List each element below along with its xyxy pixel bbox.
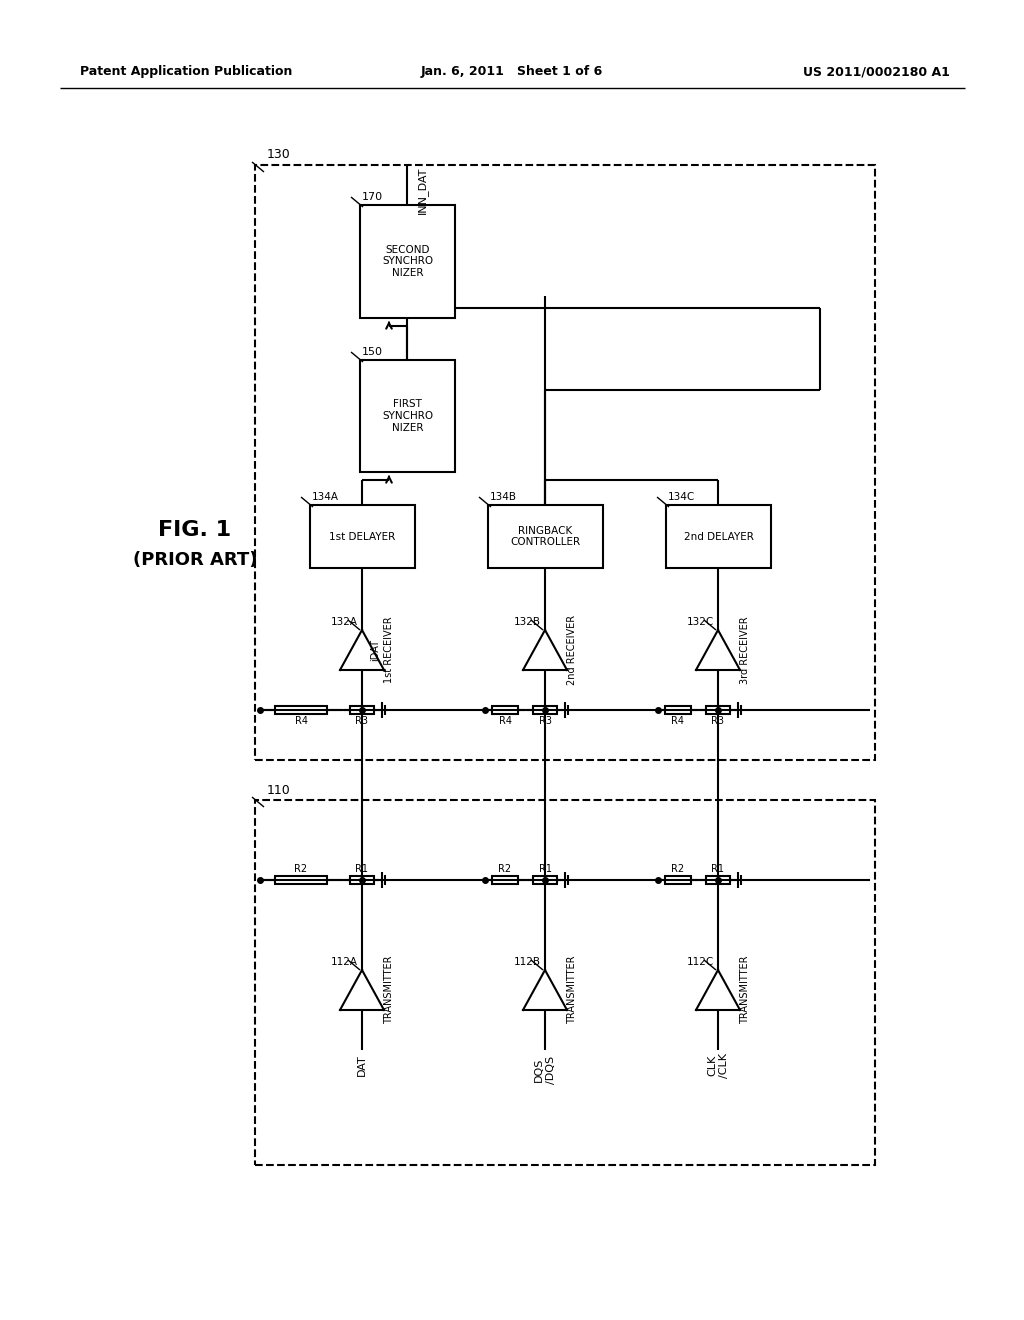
Text: 132B: 132B <box>514 616 541 627</box>
Text: R1: R1 <box>712 865 725 874</box>
Text: R2: R2 <box>295 865 307 874</box>
Text: 112C: 112C <box>687 957 714 968</box>
Text: TRANSMITTER: TRANSMITTER <box>567 956 577 1024</box>
Bar <box>666 506 771 568</box>
Text: R4: R4 <box>499 715 512 726</box>
Bar <box>310 506 415 568</box>
Bar <box>488 506 603 568</box>
Text: US 2011/0002180 A1: US 2011/0002180 A1 <box>803 66 950 78</box>
Bar <box>350 876 374 884</box>
Text: 1st RECEIVER: 1st RECEIVER <box>384 616 394 684</box>
Text: 134A: 134A <box>312 492 339 502</box>
Text: R1: R1 <box>539 865 552 874</box>
Bar <box>534 876 556 884</box>
Text: 130: 130 <box>267 149 291 161</box>
Text: SECOND
SYNCHRO
NIZER: SECOND SYNCHRO NIZER <box>382 246 433 279</box>
Text: R3: R3 <box>355 715 369 726</box>
Text: Jan. 6, 2011   Sheet 1 of 6: Jan. 6, 2011 Sheet 1 of 6 <box>421 66 603 78</box>
Bar <box>274 876 328 884</box>
Text: 132C: 132C <box>687 616 714 627</box>
Bar <box>255 165 874 760</box>
Bar <box>666 876 691 884</box>
Text: 150: 150 <box>362 347 383 356</box>
Text: FIRST
SYNCHRO
NIZER: FIRST SYNCHRO NIZER <box>382 400 433 433</box>
Text: R4: R4 <box>295 715 307 726</box>
Text: Patent Application Publication: Patent Application Publication <box>80 66 293 78</box>
Text: TRANSMITTER: TRANSMITTER <box>384 956 394 1024</box>
Text: 134C: 134C <box>668 492 695 502</box>
Text: INN_DAT: INN_DAT <box>417 166 428 214</box>
Text: TRANSMITTER: TRANSMITTER <box>740 956 750 1024</box>
Text: 110: 110 <box>267 784 291 796</box>
Text: 1st DELAYER: 1st DELAYER <box>330 532 395 541</box>
Text: R3: R3 <box>539 715 552 726</box>
Bar <box>534 706 556 714</box>
Text: R3: R3 <box>712 715 725 726</box>
Text: 112B: 112B <box>514 957 541 968</box>
Bar <box>360 205 455 318</box>
Text: CLK
/CLK: CLK /CLK <box>708 1052 729 1077</box>
Bar <box>666 706 691 714</box>
Text: 2nd DELAYER: 2nd DELAYER <box>684 532 754 541</box>
Text: RINGBACK
CONTROLLER: RINGBACK CONTROLLER <box>510 525 581 548</box>
Bar <box>493 706 518 714</box>
Text: 132A: 132A <box>331 616 358 627</box>
Bar <box>255 800 874 1166</box>
Text: R2: R2 <box>499 865 512 874</box>
Text: 112A: 112A <box>331 957 358 968</box>
Bar <box>350 706 374 714</box>
Text: DQS
/DQS: DQS /DQS <box>535 1056 556 1084</box>
Bar <box>360 360 455 473</box>
Bar <box>707 706 729 714</box>
Text: R1: R1 <box>355 865 369 874</box>
Text: (PRIOR ART): (PRIOR ART) <box>133 550 257 569</box>
Bar <box>274 706 328 714</box>
Bar <box>707 876 729 884</box>
Text: 2nd RECEIVER: 2nd RECEIVER <box>567 615 577 685</box>
Text: iDAT: iDAT <box>370 639 380 661</box>
Text: DAT: DAT <box>357 1055 367 1076</box>
Text: R4: R4 <box>672 715 684 726</box>
Bar <box>493 876 518 884</box>
Text: 170: 170 <box>362 191 383 202</box>
Text: FIG. 1: FIG. 1 <box>159 520 231 540</box>
Text: 134B: 134B <box>490 492 517 502</box>
Text: R2: R2 <box>672 865 685 874</box>
Text: 3rd RECEIVER: 3rd RECEIVER <box>740 616 750 684</box>
